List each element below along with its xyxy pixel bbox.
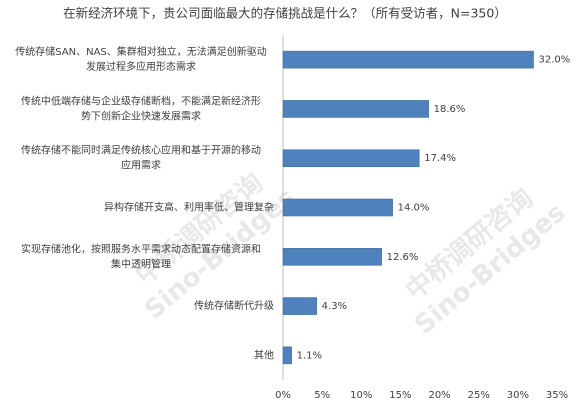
x-tick-label: 30%: [507, 390, 529, 401]
value-label: 12.6%: [387, 252, 419, 263]
bar: [282, 100, 429, 118]
label-line: 传统存储不能同时满足传统核心应用和基于开源的移动: [21, 144, 261, 157]
x-tick-label: 15%: [389, 390, 411, 401]
bar: [282, 247, 382, 266]
label-line: 应用需求: [121, 159, 161, 172]
x-tick-label: 0%: [275, 390, 291, 401]
y-tick-label: 实现存储池化，按照服务水平需求动态配置存储资源和集中透明管理: [21, 242, 261, 270]
y-tick-label: 传统中低端存储与企业级存储断档，不能满足新经济形势下创新企业快速发展需求: [21, 94, 261, 122]
x-tick-label: 10%: [350, 390, 372, 401]
x-tick-label: 5%: [314, 390, 330, 401]
value-label: 18.6%: [434, 104, 466, 115]
label-line: 传统中低端存储与企业级存储断档，不能满足新经济形: [21, 94, 261, 107]
x-tick-label: 35%: [546, 390, 568, 401]
y-tick-label: 传统存储SAN、NAS、集群相对独立，无法满足创新驱动发展过程多应用形态需求: [15, 45, 267, 73]
label-line: 发展过程多应用形态需求: [86, 60, 196, 73]
value-label: 1.1%: [297, 350, 322, 361]
bar: [282, 198, 393, 217]
label-line: 集中透明管理: [111, 257, 171, 270]
value-label: 17.4%: [424, 153, 456, 164]
label-line: 实现存储池化，按照服务水平需求动态配置存储资源和: [21, 242, 261, 255]
x-tick-label: 20%: [428, 390, 450, 401]
y-tick-label: 异构存储开支高、利用率低、管理复杂: [104, 201, 274, 214]
label-line: 传统存储断代升级: [194, 299, 274, 312]
x-tick-label: 25%: [468, 390, 490, 401]
label-line: 异构存储开支高、利用率低、管理复杂: [104, 201, 274, 214]
bar: [282, 346, 292, 365]
chart-title: 在新经济环境下，贵公司面临最大的存储挑战是什么？（所有受访者，N=350）: [63, 6, 507, 21]
value-label: 4.3%: [322, 301, 347, 312]
y-tick-label: 传统存储断代升级: [194, 299, 274, 312]
bar: [282, 149, 420, 168]
bar: [282, 50, 534, 69]
label-line: 传统存储SAN、NAS、集群相对独立，无法满足创新驱动: [15, 45, 267, 58]
bar: [282, 297, 317, 315]
label-line: 势下创新企业快速发展需求: [81, 109, 201, 122]
y-tick-label: 传统存储不能同时满足传统核心应用和基于开源的移动应用需求: [21, 144, 261, 172]
value-label: 32.0%: [539, 55, 571, 66]
y-tick-label: 其他: [254, 348, 274, 361]
value-label: 14.0%: [398, 203, 430, 214]
label-line: 其他: [254, 348, 274, 361]
